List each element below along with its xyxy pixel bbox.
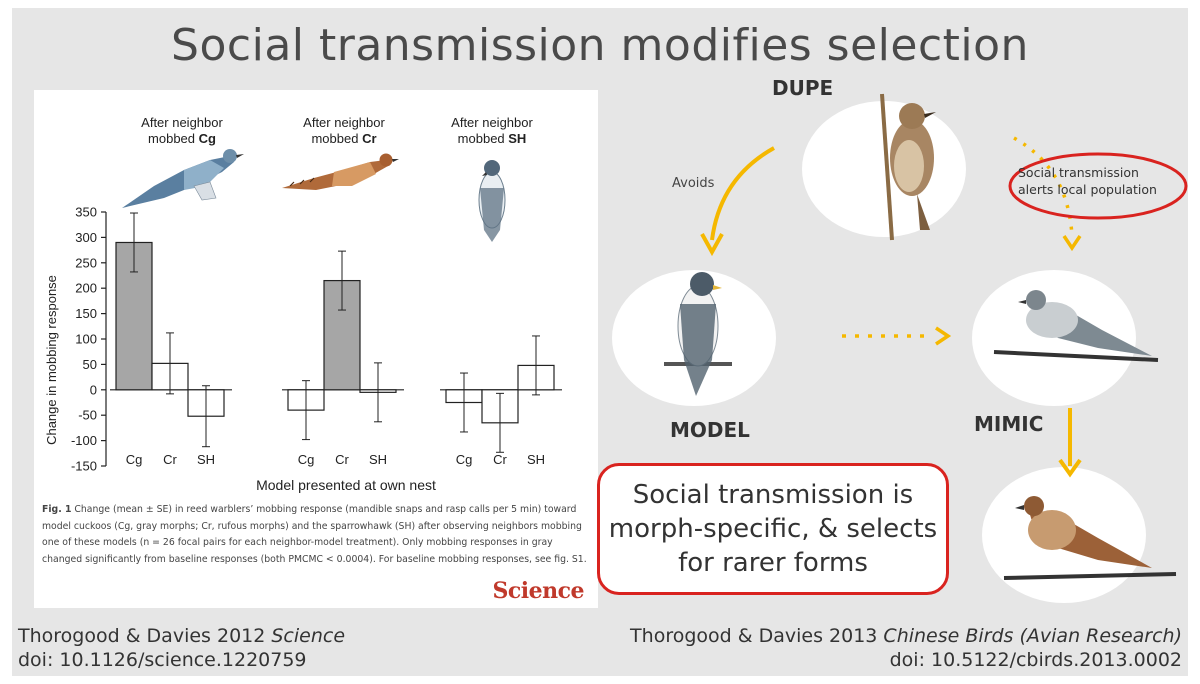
- model-sparrowhawk-image: [664, 272, 732, 396]
- panel-titles: After neighbor mobbed Cg After neighbor …: [141, 115, 533, 146]
- y-tick-label: 50: [83, 357, 97, 372]
- conclusion-text: Social transmission is morph-specific, &…: [608, 480, 938, 578]
- y-tick-label: -150: [71, 459, 97, 474]
- social-transmission-arrowhead: [1062, 235, 1082, 252]
- mimic-node: [972, 270, 1136, 406]
- slide-title: Social transmission modifies selection: [171, 20, 1029, 71]
- model-node: [612, 270, 776, 406]
- science-journal-logo: Science: [492, 578, 584, 604]
- y-axis-label: Change in mobbing response: [44, 275, 59, 445]
- y-tick-label: 0: [90, 382, 97, 397]
- rufous-cuckoo-illustration: [282, 153, 399, 190]
- gray-cuckoo-illustration: [122, 149, 244, 208]
- reference-left-citation: Thorogood & Davies 2012 Science: [18, 625, 346, 647]
- y-tick-label: 200: [75, 281, 97, 296]
- panel-title-3-line1: After neighbor: [451, 115, 533, 130]
- x-tick-label: Cr: [163, 452, 177, 467]
- conclusion-box: Social transmission is morph-specific, &…: [597, 463, 949, 595]
- x-tick-label: Cg: [298, 452, 315, 467]
- bar-chart: After neighbor mobbed Cg After neighbor …: [44, 115, 562, 493]
- x-tick-label: SH: [369, 452, 387, 467]
- y-tick-label: 100: [75, 332, 97, 347]
- y-tick-label: 350: [75, 205, 97, 220]
- panel-title-1-line1: After neighbor: [141, 115, 223, 130]
- dupe-label: DUPE: [772, 76, 834, 100]
- y-tick-label: 300: [75, 230, 97, 245]
- dupe-node: [802, 101, 966, 237]
- reference-right-citation: Thorogood & Davies 2013 Chinese Birds (A…: [630, 625, 1182, 647]
- panel-title-1-line2: mobbed Cg: [148, 131, 216, 146]
- y-tick-label: -100: [71, 433, 97, 448]
- avoids-arrowhead: [700, 233, 724, 257]
- mimic-down-arrowhead: [1058, 458, 1082, 478]
- reference-right-doi: doi: 10.5122/cbirds.2013.0002: [889, 649, 1182, 671]
- panel-title-2-line2: mobbed Cr: [311, 131, 376, 146]
- panel-title-2-line1: After neighbor: [303, 115, 385, 130]
- x-tick-label: Cg: [126, 452, 143, 467]
- model-label: MODEL: [670, 418, 750, 442]
- avoids-arrow: [710, 146, 775, 241]
- reference-left-doi: doi: 10.1126/science.1220759: [18, 649, 307, 671]
- y-axis: 350 300 250 200 150 100 50 0 -50 -100 -150: [71, 205, 107, 474]
- reference-left: Thorogood & Davies 2012 Science doi: 10.…: [18, 624, 345, 672]
- mimic-label: MIMIC: [974, 412, 1044, 436]
- bars: [110, 212, 562, 453]
- avoids-label: Avoids: [672, 176, 715, 191]
- x-tick-label: Cr: [493, 452, 507, 467]
- x-tick-label: Cg: [456, 452, 473, 467]
- y-tick-label: -50: [78, 408, 97, 423]
- panel-title-3-line2: mobbed SH: [458, 131, 527, 146]
- social-transmission-label: Social transmission alerts local populat…: [1018, 165, 1157, 197]
- mimic-rufous-cuckoo-image: [1003, 496, 1177, 580]
- x-axis-label: Model presented at own nest: [256, 477, 436, 493]
- figure-panel: After neighbor mobbed Cg After neighbor …: [34, 90, 598, 608]
- mimic-gray-cuckoo-image: [993, 290, 1159, 362]
- y-tick-label: 250: [75, 255, 97, 270]
- y-tick-label: 150: [75, 306, 97, 321]
- slide: Social transmission modifies selection A…: [12, 8, 1188, 676]
- x-tick-label: SH: [197, 452, 215, 467]
- x-tick-labels: Cg Cr SH Cg Cr SH Cg Cr SH: [126, 452, 545, 467]
- reed-warbler-image: [880, 93, 936, 241]
- x-tick-label: SH: [527, 452, 545, 467]
- x-tick-label: Cr: [335, 452, 349, 467]
- model-to-mimic-arrowhead: [935, 326, 952, 346]
- reference-right: Thorogood & Davies 2013 Chinese Birds (A…: [630, 624, 1182, 672]
- sparrowhawk-illustration: [478, 160, 506, 242]
- mimic-rufous-node: [982, 467, 1146, 603]
- figure-caption: Fig. 1 Change (mean ± SE) in reed warble…: [42, 504, 587, 565]
